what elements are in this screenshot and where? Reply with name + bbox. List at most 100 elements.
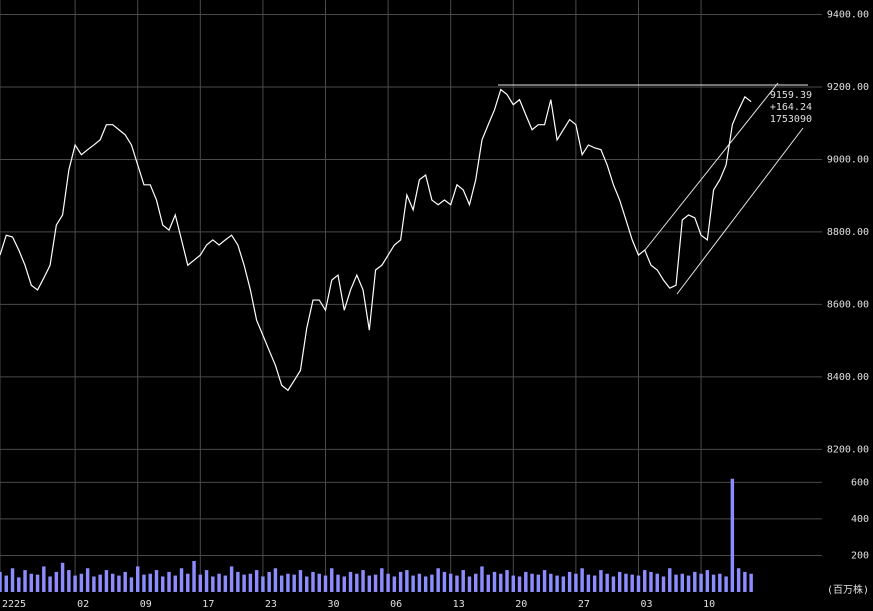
volume-bar xyxy=(342,576,346,592)
volume-bar xyxy=(636,575,641,592)
volume-bar xyxy=(705,570,710,592)
y-tick-label: 400 xyxy=(851,514,869,525)
volume-bar xyxy=(649,571,653,592)
volume-bar xyxy=(154,570,159,592)
volume-bar xyxy=(423,576,428,592)
volume-bar xyxy=(29,573,34,592)
volume-bar xyxy=(499,573,503,592)
volume-bar xyxy=(267,571,271,592)
x-tick-label: 06 xyxy=(390,599,402,610)
volume-bar xyxy=(110,573,115,592)
volume-bar xyxy=(567,571,572,592)
volume-bar xyxy=(718,573,722,592)
volume-bar xyxy=(4,575,8,592)
volume-bar xyxy=(561,576,566,592)
volume-bar xyxy=(517,576,522,592)
volume-bar xyxy=(236,571,240,592)
volume-bar xyxy=(467,576,472,592)
volume-bar xyxy=(167,571,171,592)
volume-bar xyxy=(48,576,52,592)
volume-bar xyxy=(480,566,484,592)
volume-bar xyxy=(474,573,478,592)
volume-bar xyxy=(135,566,140,592)
volume-bar xyxy=(630,574,634,592)
volume-bar xyxy=(242,574,246,592)
y-tick-label: 8800.00 xyxy=(827,227,869,238)
volume-bar xyxy=(436,568,440,592)
volume-bar xyxy=(524,571,528,592)
volume-bar xyxy=(511,575,516,592)
volume-bar xyxy=(336,574,340,592)
x-tick-label: 30 xyxy=(327,599,339,610)
x-tick-label: 10 xyxy=(703,599,715,610)
volume-bar xyxy=(17,577,21,592)
volume-bar xyxy=(542,570,547,592)
volume-bar xyxy=(323,575,328,592)
y-tick-label: 9200.00 xyxy=(827,82,869,93)
volume-bar xyxy=(192,560,196,592)
trend-line xyxy=(644,82,779,251)
volume-bar xyxy=(198,574,203,592)
y-tick-label: 8400.00 xyxy=(827,372,869,383)
volume-bar xyxy=(536,574,541,592)
volume-bar xyxy=(173,575,177,592)
volume-bar xyxy=(417,573,422,592)
volume-bar xyxy=(35,574,40,592)
volume-bar xyxy=(461,570,465,592)
volume-bar xyxy=(311,571,315,592)
volume-bar xyxy=(73,575,77,592)
volume-bar xyxy=(79,573,84,592)
volume-bar xyxy=(179,568,184,592)
volume-bar xyxy=(129,577,134,592)
volume-bar xyxy=(286,573,290,592)
volume-bar xyxy=(98,574,102,592)
volume-bar xyxy=(60,562,65,592)
volume-bar xyxy=(624,573,628,592)
volume-bar xyxy=(0,571,2,592)
volume-bar xyxy=(217,573,221,592)
volume-bar xyxy=(367,575,372,592)
volume-bar xyxy=(355,573,359,592)
volume-bar xyxy=(655,573,659,592)
volume-bar xyxy=(304,576,309,592)
volume-bar xyxy=(680,573,685,592)
volume-bar xyxy=(392,576,397,592)
volume-bar xyxy=(254,570,259,592)
volume-bar xyxy=(142,574,146,592)
volume-bar xyxy=(330,568,334,592)
x-tick-label: 27 xyxy=(578,599,590,610)
volume-bar xyxy=(204,570,209,592)
volume-bar xyxy=(486,574,490,592)
volume-bar xyxy=(686,575,691,592)
volume-bar xyxy=(229,566,234,592)
y-tick-label: 200 xyxy=(851,550,869,561)
volume-bar xyxy=(674,574,678,592)
volume-bar xyxy=(442,571,447,592)
volume-bar xyxy=(611,576,616,592)
volume-bar xyxy=(117,575,121,592)
x-tick-label: 09 xyxy=(140,599,152,610)
volume-bar xyxy=(605,573,609,592)
volume-bar xyxy=(693,571,697,592)
volume-bar xyxy=(273,568,278,592)
volume-bar xyxy=(380,568,384,592)
volume-bar xyxy=(448,573,453,592)
volume-bar xyxy=(724,576,728,592)
volume-bar xyxy=(348,571,353,592)
volume-bar xyxy=(661,576,666,592)
volume-bar xyxy=(749,573,753,592)
trend-line xyxy=(676,127,804,295)
volume-bar xyxy=(23,570,27,592)
y-tick-label: 600 xyxy=(851,477,869,488)
volume-bar xyxy=(186,573,190,592)
volume-bar xyxy=(405,570,409,592)
x-tick-label: 2225 xyxy=(2,599,26,610)
volume-bar xyxy=(592,575,597,592)
volume-unit: (百万株) xyxy=(827,583,869,596)
volume-bar xyxy=(736,568,741,592)
volume-bar xyxy=(386,573,390,592)
x-tick-label: 02 xyxy=(77,599,89,610)
